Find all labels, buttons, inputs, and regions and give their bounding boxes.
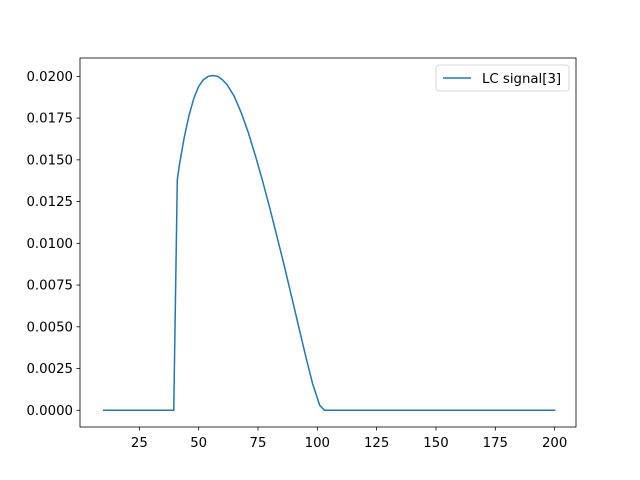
x-axis-ticks: 25 50 75 100 125 150 175 200 [131,427,567,451]
plot-area [80,58,576,427]
y-tick-label: 0.0175 [26,112,73,127]
x-tick-label: 50 [190,436,207,451]
y-tick-label: 0.0100 [26,237,73,252]
x-tick-label: 175 [483,436,508,451]
x-tick-label: 200 [542,436,567,451]
y-tick-label: 0.0200 [26,70,73,85]
series-line-lc-signal-3 [102,74,556,412]
x-tick-label: 100 [305,436,330,451]
y-tick-label: 0.0000 [26,404,73,419]
legend-box [435,64,570,92]
x-tick-label: 125 [364,436,389,451]
plot-frame [79,57,577,428]
y-tick-label: 0.0050 [26,320,73,335]
legend: LC signal[3] [435,64,570,92]
y-axis-ticks: 0.0000 0.0025 0.0050 0.0075 0.0100 0.0125 0.01… [26,70,80,419]
legend-label-lc-signal-3: LC signal[3] [482,72,561,87]
x-tick-label: 75 [250,436,267,451]
y-tick-label: 0.0075 [26,279,73,294]
y-tick-label: 0.0125 [26,195,73,210]
x-tick-label: 150 [423,436,448,451]
x-tick-label: 25 [131,436,148,451]
y-tick-label: 0.0025 [26,362,73,377]
y-tick-label: 0.0150 [26,153,73,168]
